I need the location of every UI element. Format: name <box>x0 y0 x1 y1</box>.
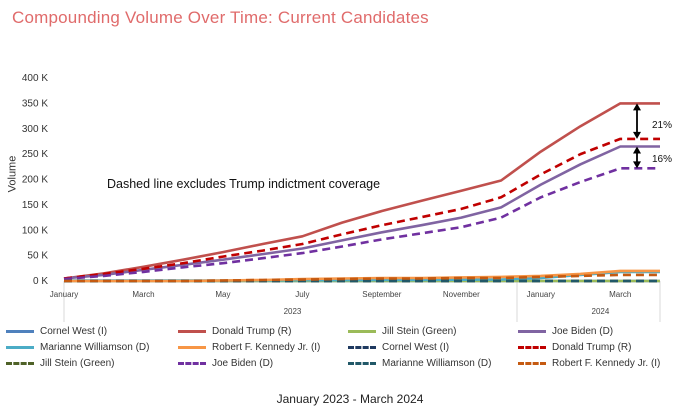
legend-label: Joe Biden (D) <box>212 358 274 369</box>
y-tick-label: 300 K <box>22 124 48 135</box>
series-line-robert-f-kennedy-jr-i-dashed <box>64 273 660 283</box>
x-tick-label: May <box>215 290 230 299</box>
legend-swatch <box>348 362 376 365</box>
series-line-joe-biden-d-solid <box>63 145 660 280</box>
chart-title: Compounding Volume Over Time: Current Ca… <box>12 8 429 27</box>
legend-item: Jill Stein (Green) <box>6 357 178 370</box>
legend-label: Robert F. Kennedy Jr. (I) <box>552 358 661 369</box>
x-tick-label: March <box>132 290 154 299</box>
legend-label: Jill Stein (Green) <box>382 326 457 337</box>
legend-item: Cornel West (I) <box>6 325 178 338</box>
legend-label: Robert F. Kennedy Jr. (I) <box>212 342 321 353</box>
legend-swatch <box>178 362 206 365</box>
legend-item: Robert F. Kennedy Jr. (I) <box>518 357 688 370</box>
x-tick-label: March <box>609 290 631 299</box>
legend-item: Marianne Williamson (D) <box>6 341 178 354</box>
series-line-donald-trump-r-solid <box>63 102 660 280</box>
dashed-line-annotation: Dashed line excludes Trump indictment co… <box>107 177 381 191</box>
legend-swatch <box>6 346 34 349</box>
legend-swatch <box>6 362 34 365</box>
legend-label: Donald Trump (R) <box>212 326 292 337</box>
series-line-donald-trump-r-dashed <box>63 137 660 280</box>
legend-swatch <box>178 346 206 349</box>
y-tick-label: 50 K <box>27 251 48 262</box>
legend-item: Marianne Williamson (D) <box>348 357 518 370</box>
legend-label: Joe Biden (D) <box>552 326 614 337</box>
legend-label: Cornel West (I) <box>382 342 450 353</box>
legend-swatch <box>518 346 546 349</box>
biden-diff-arrow-head-top <box>633 146 641 154</box>
line-chart: 0 K 50 K 100 K 150 K 200 K 250 K 300 K 350 K 400… <box>22 73 661 322</box>
legend-label: Jill Stein (Green) <box>40 358 115 369</box>
trump-diff-arrow-head-top <box>633 103 641 111</box>
legend-swatch <box>6 330 34 333</box>
legend-item: Donald Trump (R) <box>518 341 688 354</box>
legend-item: Jill Stein (Green) <box>348 325 518 338</box>
legend-swatch <box>348 330 376 333</box>
y-tick-label: 150 K <box>22 200 48 211</box>
legend-swatch <box>178 330 206 333</box>
y-tick-label: 100 K <box>22 225 48 236</box>
trump-diff-arrow-head-bottom <box>633 131 641 139</box>
x-tick-label: January <box>527 290 555 299</box>
y-tick-label: 0 K <box>33 276 48 287</box>
legend-swatch <box>518 362 546 365</box>
pct-label-biden: 16% <box>652 154 673 165</box>
x-tick-label: November <box>443 290 480 299</box>
chart-legend: Cornel West (I) Donald Trump (R) Jill Stei… <box>6 325 696 370</box>
x-tick-label: September <box>362 290 401 299</box>
legend-item: Cornel West (I) <box>348 341 518 354</box>
legend-item: Joe Biden (D) <box>178 357 348 370</box>
x-year-label: 2024 <box>592 307 610 316</box>
legend-label: Marianne Williamson (D) <box>40 342 150 353</box>
legend-item: Joe Biden (D) <box>518 325 688 338</box>
y-tick-label: 400 K <box>22 73 48 84</box>
legend-item: Robert F. Kennedy Jr. (I) <box>178 341 348 354</box>
legend-label: Marianne Williamson (D) <box>382 358 492 369</box>
legend-swatch <box>348 346 376 349</box>
legend-item: Donald Trump (R) <box>178 325 348 338</box>
legend-swatch <box>518 330 546 333</box>
pct-label-trump: 21% <box>652 120 673 131</box>
biden-diff-arrow-head-bottom <box>633 161 641 169</box>
legend-label: Donald Trump (R) <box>552 342 632 353</box>
y-tick-label: 350 K <box>22 98 48 109</box>
legend-label: Cornel West (I) <box>40 326 108 337</box>
x-tick-label: January <box>50 290 78 299</box>
series-line-joe-biden-d-dashed <box>63 167 660 281</box>
y-tick-label: 200 K <box>22 175 48 186</box>
series-line-robert-f-kennedy-jr-i-solid <box>64 269 660 283</box>
date-range-caption: January 2023 - March 2024 <box>276 392 424 406</box>
x-tick-label: July <box>295 290 309 299</box>
x-year-label: 2023 <box>284 307 302 316</box>
y-tick-label: 250 K <box>22 149 48 160</box>
